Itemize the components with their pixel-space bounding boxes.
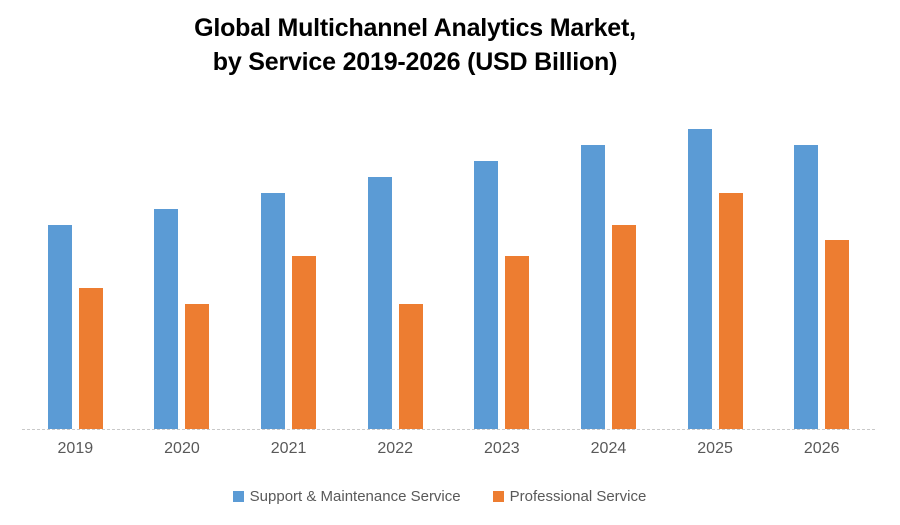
bar-group-2023	[449, 129, 556, 429]
legend-item-professional: Professional Service	[492, 486, 647, 507]
legend-label-support-maintenance: Support & Maintenance Service	[249, 488, 461, 505]
bar-group-2024	[555, 129, 662, 429]
chart-title-line-2: by Service 2019-2026 (USD Billion)	[212, 48, 618, 76]
bar-support-maintenance-2021	[261, 192, 286, 429]
bar-support-maintenance-2022	[367, 177, 392, 429]
legend-label-professional: Professional Service	[509, 488, 647, 505]
legend-swatch-support-maintenance	[232, 491, 244, 502]
bar-support-maintenance-2019	[47, 225, 72, 429]
plot-area	[22, 129, 875, 429]
x-axis-label-2025: 2025	[697, 440, 733, 457]
bar-support-maintenance-2025	[687, 129, 712, 429]
x-axis-labels: 2019 2020 2021 2022 2023 2024 2025 2026	[22, 440, 875, 458]
bar-support-maintenance-2024	[580, 144, 605, 429]
legend-item-support-maintenance: Support & Maintenance Service	[232, 486, 461, 507]
x-axis-label-2019: 2019	[57, 440, 94, 457]
bar-group-2020	[129, 129, 236, 429]
plot-groups	[22, 129, 875, 429]
x-axis-label-2023: 2023	[484, 440, 520, 457]
bar-professional-2019	[78, 288, 103, 429]
bar-professional-2022	[398, 303, 423, 429]
legend-swatch-professional	[492, 491, 504, 502]
x-axis-label-2020: 2020	[164, 440, 200, 457]
chart-title-line-1: Global Multichannel Analytics Market,	[194, 14, 636, 42]
bar-professional-2025	[718, 192, 743, 429]
chart-title: Global Multichannel Analytics Market, by…	[0, 11, 830, 79]
bar-group-2021	[235, 129, 342, 429]
bar-professional-2021	[292, 255, 317, 429]
bar-group-2026	[768, 129, 875, 429]
bar-support-maintenance-2026	[794, 144, 819, 429]
legend: Support & Maintenance Service Professiona…	[0, 486, 879, 507]
bar-professional-2024	[611, 225, 636, 429]
bar-support-maintenance-2023	[474, 161, 499, 429]
bar-professional-2020	[185, 303, 210, 429]
bar-group-2022	[342, 129, 449, 429]
x-axis-label-2021: 2021	[270, 440, 307, 457]
bar-group-2019	[22, 129, 129, 429]
x-axis-label-2024: 2024	[590, 440, 627, 457]
x-axis-label-2026: 2026	[803, 440, 840, 457]
x-axis-line	[22, 429, 875, 430]
bar-professional-2026	[825, 240, 850, 429]
x-axis-label-2022: 2022	[377, 440, 413, 457]
bar-support-maintenance-2020	[154, 209, 179, 429]
bar-professional-2023	[505, 255, 530, 429]
bar-group-2025	[662, 129, 769, 429]
